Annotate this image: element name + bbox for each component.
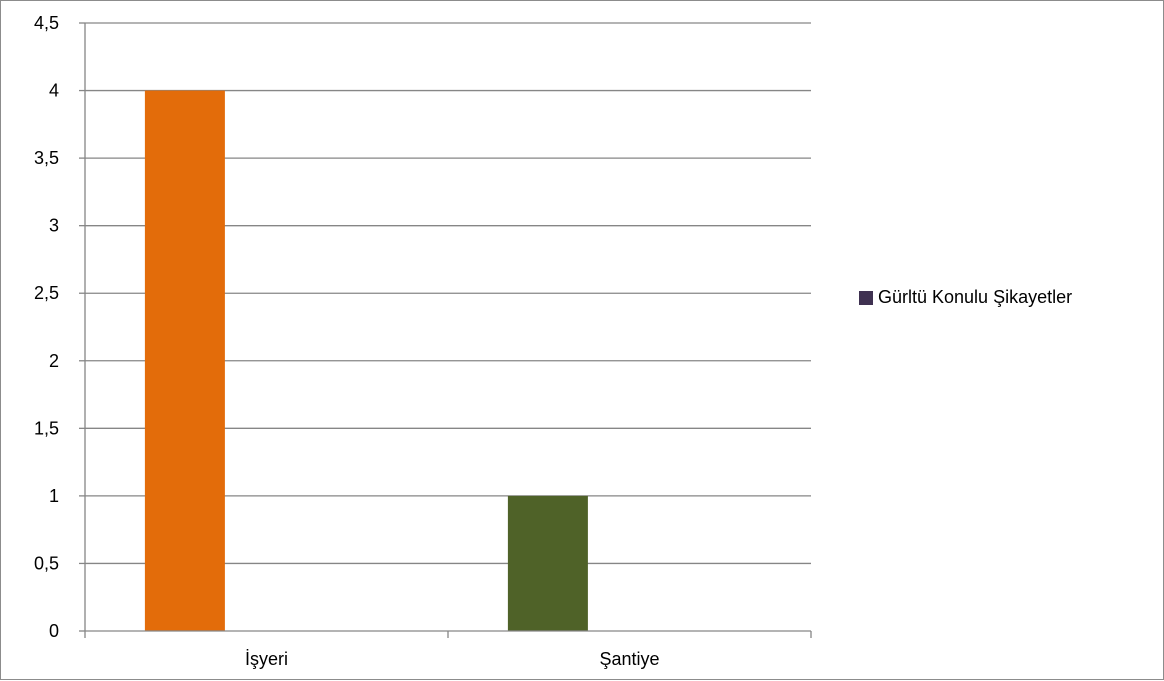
legend-swatch: [859, 290, 873, 305]
y-tick-label: 1: [49, 486, 59, 506]
y-tick-label: 0,5: [34, 553, 59, 573]
legend: Gürltü Konulu Şikayetler: [859, 287, 1072, 308]
y-tick-label: 4: [49, 81, 59, 101]
y-tick-label: 1,5: [34, 418, 59, 438]
y-tick-label: 0: [49, 621, 59, 641]
y-tick-label: 2: [49, 351, 59, 371]
tick-labels: 0 0,5 1 1,5 2 2,5 3 3,5 4 4,5 İşyeri Şantiye: [34, 13, 660, 669]
axes: [79, 22, 812, 638]
x-tick-label: İşyeri: [245, 649, 288, 669]
x-tick-label: Şantiye: [599, 649, 659, 669]
y-tick-label: 3,5: [34, 148, 59, 168]
y-tick-label: 2,5: [34, 283, 59, 303]
bar-1: [144, 90, 225, 632]
bars: [144, 90, 588, 632]
y-tick-label: 3: [49, 216, 59, 236]
y-tick-label: 4,5: [34, 13, 59, 33]
legend-label: Gürltü Konulu Şikayetler: [878, 287, 1073, 307]
bar-2: [507, 495, 588, 631]
